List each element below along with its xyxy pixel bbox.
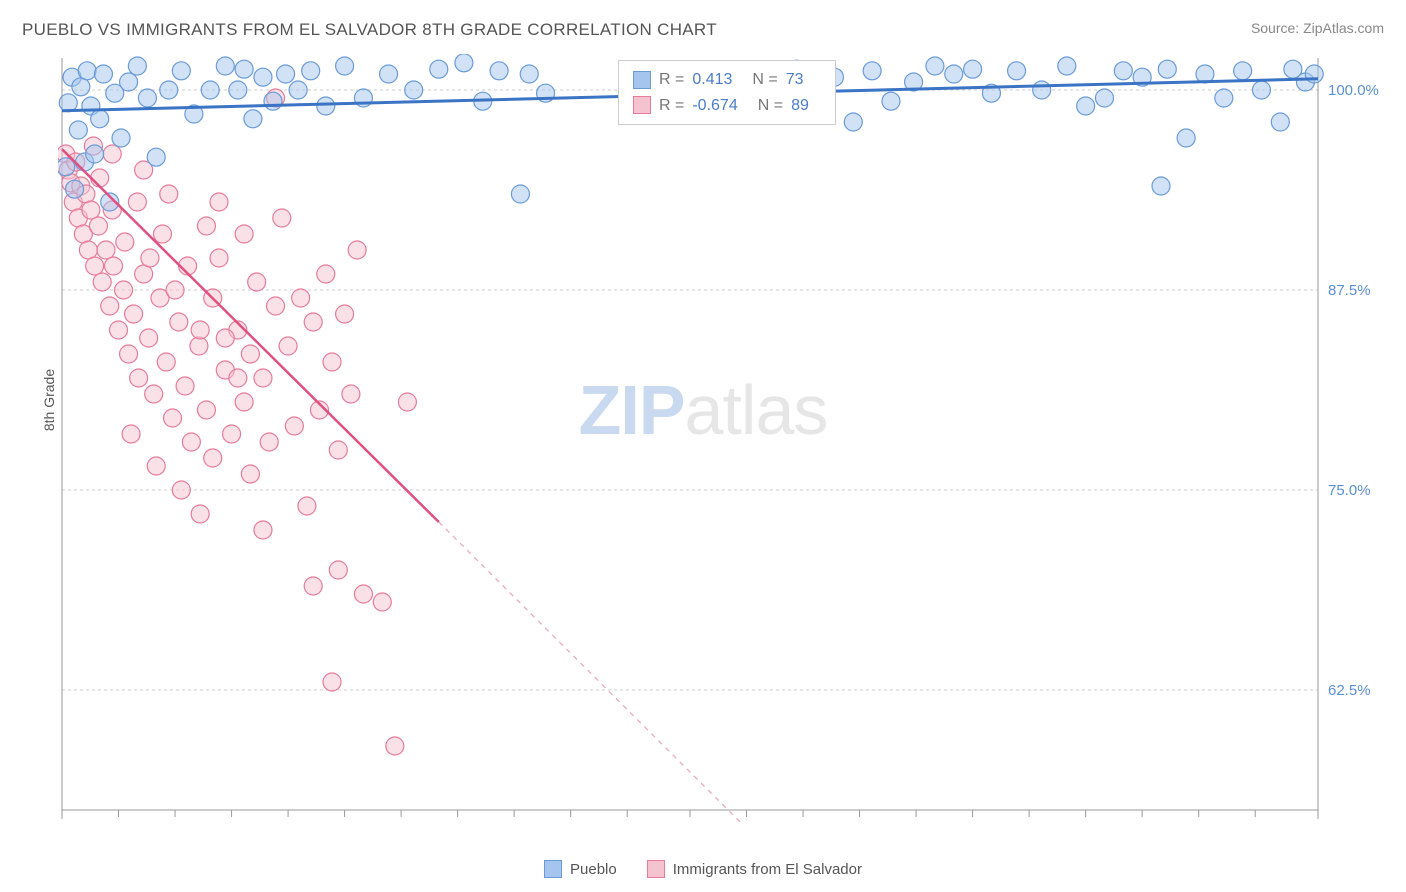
- n-label: N =: [752, 67, 777, 93]
- y-axis-label: 8th Grade: [41, 369, 57, 431]
- stats-row-salvador: R = -0.674 N = 89: [633, 93, 821, 119]
- stats-box-inner: R = 0.413 N = 73 R = -0.674 N = 89: [618, 60, 836, 125]
- source-prefix: Source:: [1251, 20, 1303, 36]
- pueblo-swatch-icon: [633, 71, 651, 89]
- stats-legend: R = 0.413 N = 73 R = -0.674 N = 89: [618, 60, 836, 125]
- salvador-swatch-icon: [633, 96, 651, 114]
- svg-text:100.0%: 100.0%: [1328, 82, 1379, 99]
- salvador-swatch-icon: [647, 860, 665, 878]
- scatter-chart: 62.5% 75.0% 87.5% 100.0% 0.0% 100.0%: [58, 54, 1388, 824]
- legend-item-pueblo[interactable]: Pueblo: [544, 860, 617, 878]
- legend-label: Immigrants from El Salvador: [673, 861, 862, 878]
- salvador-n-value: 89: [791, 93, 809, 119]
- header: PUEBLO VS IMMIGRANTS FROM EL SALVADOR 8T…: [22, 20, 1384, 40]
- svg-text:0.0%: 0.0%: [58, 823, 81, 824]
- legend-item-salvador[interactable]: Immigrants from El Salvador: [647, 860, 862, 878]
- n-label: N =: [758, 93, 783, 119]
- pueblo-r-value: 0.413: [692, 67, 732, 93]
- pueblo-swatch-icon: [544, 860, 562, 878]
- chart-title: PUEBLO VS IMMIGRANTS FROM EL SALVADOR 8T…: [22, 20, 717, 40]
- stats-row-pueblo: R = 0.413 N = 73: [633, 67, 821, 93]
- source-link[interactable]: ZipAtlas.com: [1303, 20, 1384, 36]
- svg-text:87.5%: 87.5%: [1328, 282, 1371, 299]
- svg-text:100.0%: 100.0%: [1333, 823, 1384, 824]
- r-label: R =: [659, 93, 684, 119]
- source-text: Source: ZipAtlas.com: [1251, 20, 1384, 36]
- salvador-r-value: -0.674: [692, 93, 737, 119]
- chart-plot-area: 62.5%75.0%87.5%100.0%0.0%100.0%: [58, 54, 1328, 814]
- svg-text:62.5%: 62.5%: [1328, 682, 1371, 699]
- pueblo-n-value: 73: [786, 67, 804, 93]
- legend-label: Pueblo: [570, 861, 617, 878]
- r-label: R =: [659, 67, 684, 93]
- svg-text:75.0%: 75.0%: [1328, 482, 1371, 499]
- bottom-legend: Pueblo Immigrants from El Salvador: [544, 860, 862, 878]
